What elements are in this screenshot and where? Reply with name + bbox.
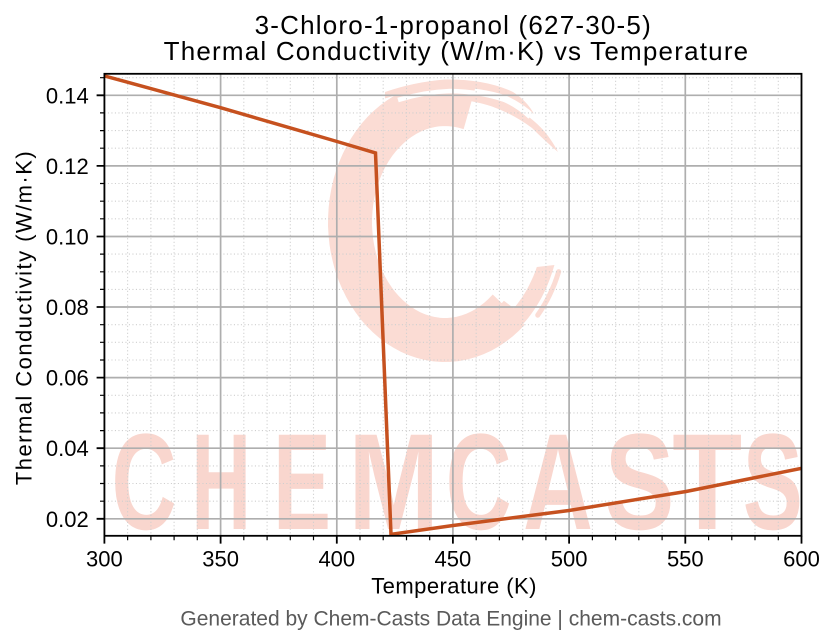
- svg-text:Generated by Chem-Casts Data E: Generated by Chem-Casts Data Engine | ch…: [180, 608, 721, 631]
- svg-text:600: 600: [783, 547, 820, 572]
- svg-text:C: C: [446, 406, 512, 559]
- svg-text:S: S: [605, 406, 675, 559]
- svg-text:0.08: 0.08: [46, 295, 89, 320]
- svg-text:350: 350: [202, 547, 239, 572]
- svg-text:500: 500: [551, 547, 588, 572]
- svg-text:0.12: 0.12: [46, 154, 89, 179]
- svg-text:0.04: 0.04: [46, 436, 89, 461]
- svg-text:3-Chloro-1-propanol (627-30-5): 3-Chloro-1-propanol (627-30-5): [255, 10, 652, 40]
- svg-text:0.02: 0.02: [46, 507, 89, 532]
- svg-text:0.14: 0.14: [46, 83, 89, 108]
- svg-text:0.10: 0.10: [46, 225, 89, 250]
- svg-text:0.06: 0.06: [46, 366, 89, 391]
- svg-text:550: 550: [667, 547, 704, 572]
- svg-text:C: C: [112, 406, 177, 559]
- svg-text:450: 450: [435, 547, 472, 572]
- svg-text:Thermal Conductivity (W/m·K): Thermal Conductivity (W/m·K): [12, 150, 37, 485]
- svg-text:E: E: [273, 406, 331, 559]
- svg-text:Temperature (K): Temperature (K): [371, 573, 537, 598]
- svg-text:300: 300: [86, 547, 123, 572]
- svg-text:Thermal Conductivity (W/m·K) v: Thermal Conductivity (W/m·K) vs Temperat…: [164, 36, 750, 66]
- svg-text:A: A: [523, 406, 593, 559]
- svg-text:S: S: [743, 406, 803, 559]
- svg-text:400: 400: [318, 547, 355, 572]
